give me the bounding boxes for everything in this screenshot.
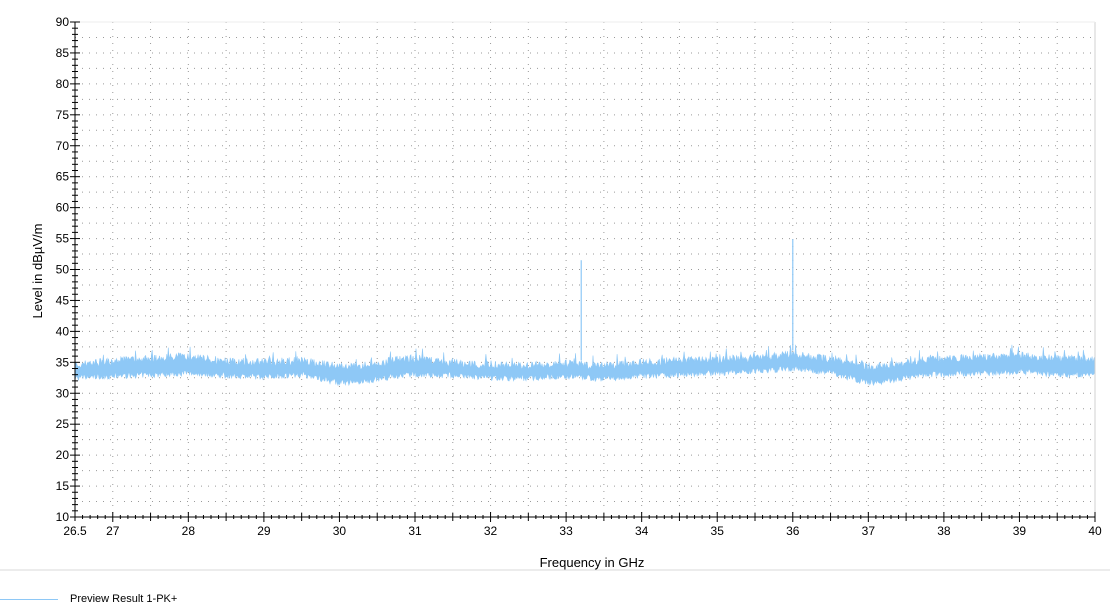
y-tick-label: 10 <box>56 510 70 524</box>
x-tick-label: 27 <box>106 524 120 538</box>
x-tick-label: 38 <box>937 524 951 538</box>
y-tick-label: 80 <box>56 77 70 91</box>
y-tick-label: 30 <box>56 386 70 400</box>
x-tick-label: 26.5 <box>63 524 87 538</box>
x-tick-label: 31 <box>408 524 422 538</box>
x-tick-label: 40 <box>1088 524 1102 538</box>
legend: Preview Result 1-PK+ <box>0 589 177 609</box>
x-tick-label: 34 <box>635 524 649 538</box>
y-axis-ticks: 10 15 20 25 30 35 40 45 50 55 60 65 70 75 80 85 90 <box>56 15 80 524</box>
x-tick-label: 37 <box>862 524 876 538</box>
legend-label: Preview Result 1-PK+ <box>70 593 178 605</box>
y-tick-label: 60 <box>56 201 70 215</box>
x-tick-label: 30 <box>333 524 347 538</box>
y-tick-label: 40 <box>56 324 70 338</box>
y-tick-label: 50 <box>56 263 70 277</box>
x-tick-label: 29 <box>257 524 271 538</box>
y-tick-label: 90 <box>56 15 70 29</box>
y-tick-label: 15 <box>56 479 70 493</box>
x-tick-label: 28 <box>182 524 196 538</box>
x-tick-label: 36 <box>786 524 800 538</box>
y-tick-label: 20 <box>56 448 70 462</box>
x-tick-label: 32 <box>484 524 498 538</box>
y-tick-label: 35 <box>56 355 70 369</box>
y-tick-label: 65 <box>56 170 70 184</box>
y-tick-label: 45 <box>56 293 70 307</box>
x-axis-ticks: 26.5 27 28 29 30 31 32 33 34 35 36 37 38 39 40 <box>63 512 1102 538</box>
x-tick-label: 35 <box>711 524 725 538</box>
x-tick-label: 33 <box>559 524 573 538</box>
axes <box>0 21 1110 571</box>
y-tick-label: 75 <box>56 108 70 122</box>
x-axis-label: Frequency in GHz <box>540 555 645 570</box>
y-tick-label: 70 <box>56 139 70 153</box>
y-tick-label: 55 <box>56 232 70 246</box>
y-tick-label: 25 <box>56 417 70 431</box>
y-axis-label: Level in dBµV/m <box>30 224 45 319</box>
x-tick-label: 39 <box>1013 524 1027 538</box>
legend-swatch <box>0 598 58 600</box>
y-tick-label: 85 <box>56 46 70 60</box>
